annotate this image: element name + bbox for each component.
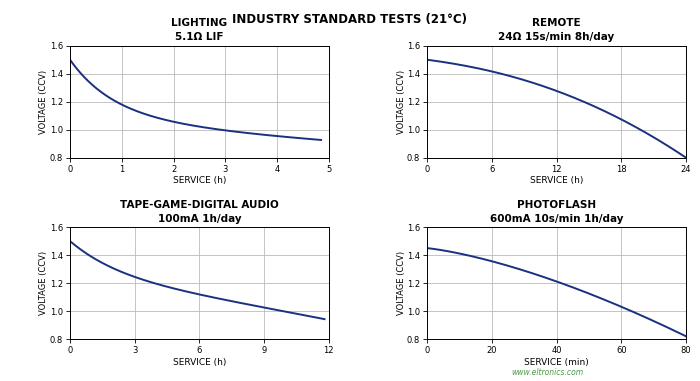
Title: PHOTOFLASH
600mA 10s/min 1h/day: PHOTOFLASH 600mA 10s/min 1h/day (490, 200, 623, 224)
X-axis label: SERVICE (h): SERVICE (h) (173, 176, 226, 186)
Y-axis label: VOLTAGE (CCV): VOLTAGE (CCV) (397, 70, 405, 134)
Text: www.eltronics.com: www.eltronics.com (511, 368, 583, 377)
Y-axis label: VOLTAGE (CCV): VOLTAGE (CCV) (39, 70, 48, 134)
Title: TAPE-GAME-DIGITAL AUDIO
100mA 1h/day: TAPE-GAME-DIGITAL AUDIO 100mA 1h/day (120, 200, 279, 224)
Y-axis label: VOLTAGE (CCV): VOLTAGE (CCV) (39, 251, 48, 315)
Text: INDUSTRY STANDARD TESTS (21°C): INDUSTRY STANDARD TESTS (21°C) (232, 13, 468, 26)
X-axis label: SERVICE (min): SERVICE (min) (524, 358, 589, 367)
Title: LIGHTING
5.1Ω LIF: LIGHTING 5.1Ω LIF (172, 18, 228, 42)
Y-axis label: VOLTAGE (CCV): VOLTAGE (CCV) (397, 251, 405, 315)
X-axis label: SERVICE (h): SERVICE (h) (530, 176, 583, 186)
Title: REMOTE
24Ω 15s/min 8h/day: REMOTE 24Ω 15s/min 8h/day (498, 18, 615, 42)
X-axis label: SERVICE (h): SERVICE (h) (173, 358, 226, 367)
